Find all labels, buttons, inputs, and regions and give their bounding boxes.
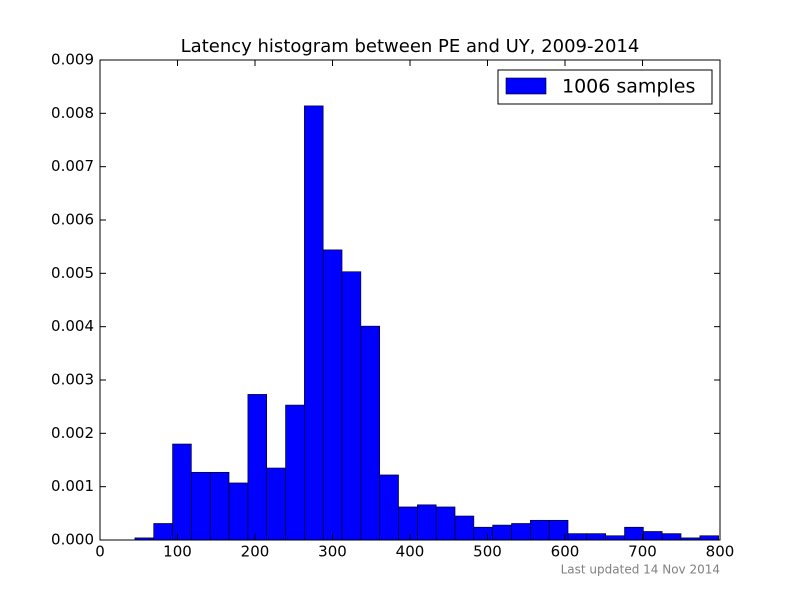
bar — [624, 526, 644, 541]
y-tick-label: 0.004 — [51, 317, 94, 335]
bar — [379, 474, 399, 541]
bar — [285, 404, 305, 541]
x-tick-label: 200 — [241, 543, 270, 561]
bar — [228, 482, 249, 541]
bar — [605, 535, 625, 541]
x-tick-label: 0 — [95, 543, 105, 561]
y-tick-label: 0.003 — [51, 371, 94, 389]
bar — [153, 523, 173, 541]
y-tick-label: 0.009 — [51, 51, 94, 69]
bar — [172, 443, 192, 541]
bar — [304, 105, 324, 541]
bar — [511, 523, 531, 541]
y-tick-label: 0.008 — [51, 104, 94, 122]
y-tick-label: 0.006 — [51, 211, 94, 229]
bar — [661, 533, 682, 541]
bar — [492, 524, 512, 541]
bar — [586, 533, 606, 541]
bar — [322, 249, 343, 541]
x-tick-label: 500 — [473, 543, 502, 561]
bar — [191, 471, 211, 541]
bar — [473, 526, 493, 541]
bar — [567, 533, 588, 541]
legend-swatch — [505, 77, 547, 95]
y-tick-label: 0.001 — [51, 477, 94, 495]
y-tick-label: 0.005 — [51, 264, 94, 282]
bar — [247, 394, 268, 541]
bar — [360, 325, 380, 541]
bar — [454, 515, 475, 541]
bar — [266, 467, 286, 541]
x-tick-label: 400 — [396, 543, 425, 561]
legend-label: 1006 samples — [562, 76, 695, 98]
y-tick-label: 0.000 — [51, 531, 94, 549]
bar — [643, 531, 663, 541]
bar — [435, 506, 456, 541]
chart-title: Latency histogram between PE and UY, 200… — [181, 36, 640, 57]
x-tick-label: 700 — [628, 543, 657, 561]
x-tick-label: 300 — [318, 543, 347, 561]
x-tick-label: 600 — [551, 543, 580, 561]
bar — [398, 506, 418, 541]
bar — [209, 471, 230, 541]
y-tick-label: 0.007 — [51, 157, 94, 175]
y-tick-label: 0.002 — [51, 424, 94, 442]
bar — [699, 535, 719, 541]
x-tick-label: 800 — [706, 543, 735, 561]
bar — [530, 519, 550, 541]
bar — [341, 271, 362, 541]
x-tick-label: 100 — [163, 543, 192, 561]
bar — [417, 504, 437, 541]
footnote: Last updated 14 Nov 2014 — [561, 563, 720, 577]
